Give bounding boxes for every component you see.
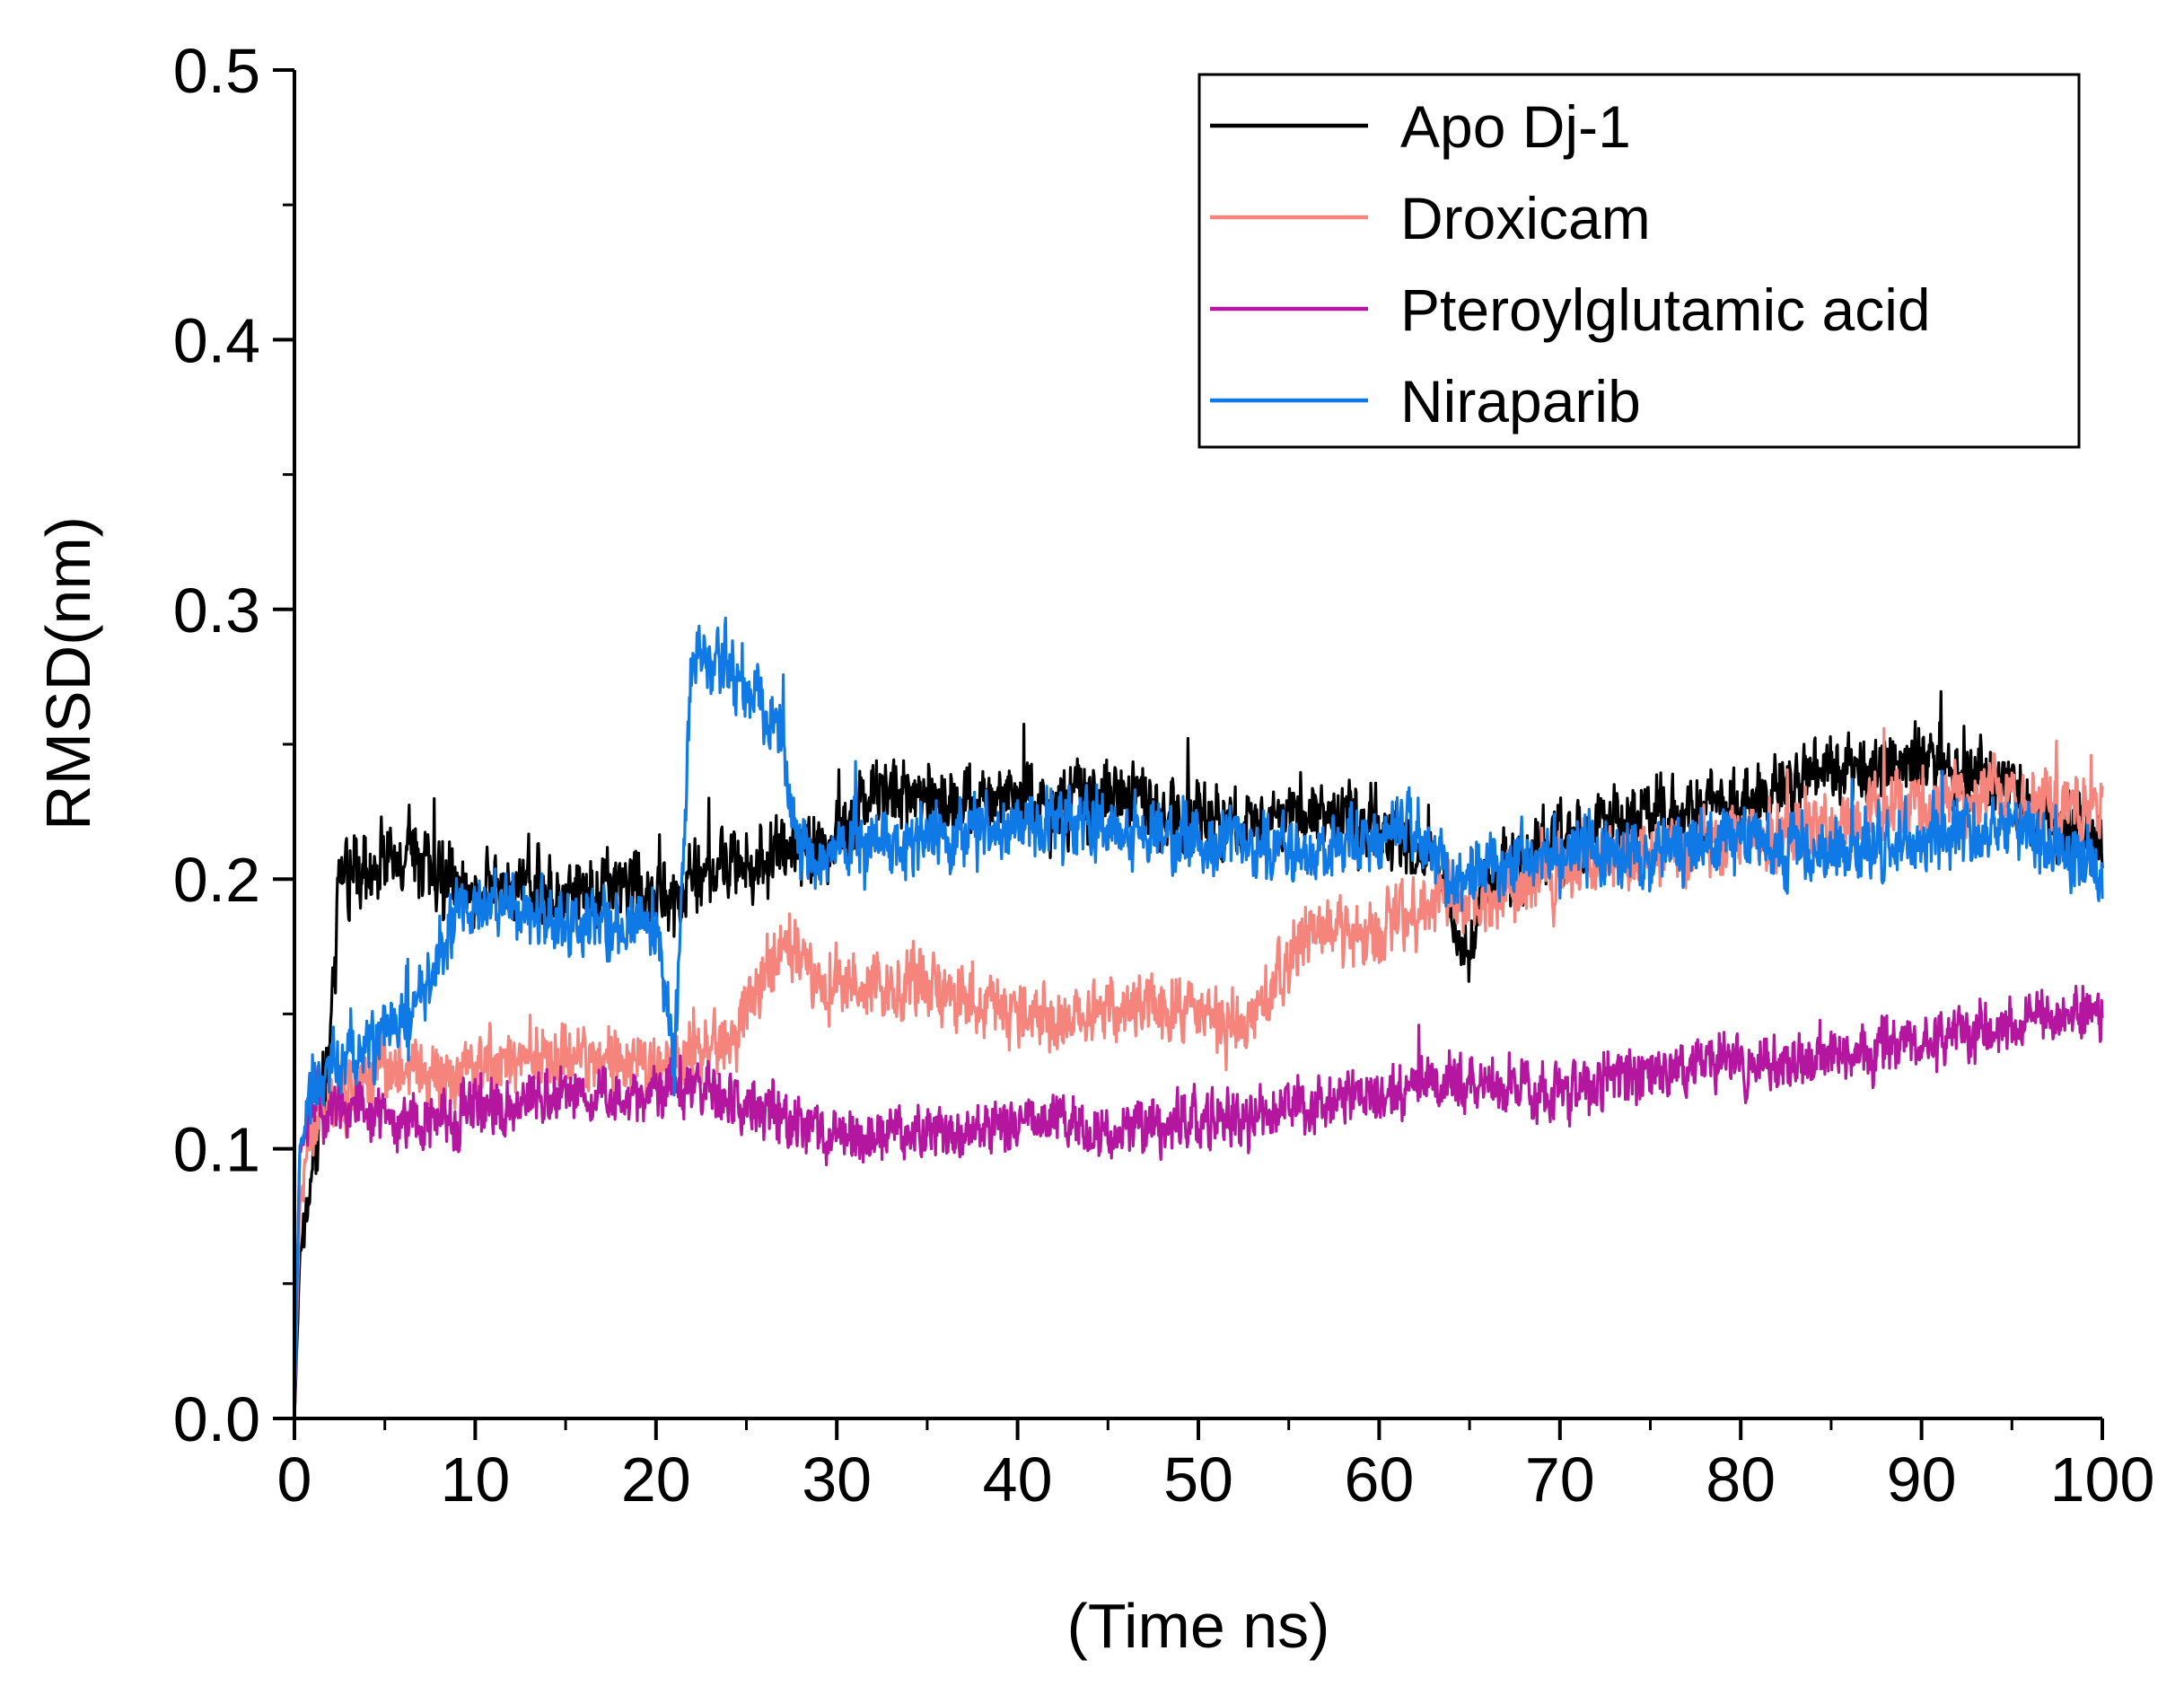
y-axis-label: RMSD(nm) [33, 516, 103, 830]
legend-label: Pteroylglutamic acid [1400, 277, 1931, 343]
y-tick-label: 0.1 [173, 1115, 260, 1185]
legend-label: Apo Dj-1 [1400, 93, 1631, 160]
x-tick-label: 30 [802, 1445, 872, 1515]
series-line-pteroylglutamic-acid [293, 985, 2104, 1418]
y-tick-label: 0.2 [173, 845, 260, 915]
y-tick-label: 0.4 [173, 305, 260, 375]
y-tick-label: 0.0 [173, 1384, 260, 1454]
legend: Apo Dj-1 Droxicam Pteroylglutamic acid Nira… [1197, 73, 2081, 449]
x-tick-label: 100 [2050, 1445, 2155, 1515]
x-axis-label: (Time ns) [1067, 1591, 1330, 1661]
x-tick-label: 0 [277, 1445, 312, 1515]
plot-lines [293, 616, 2104, 1419]
x-tick-label: 70 [1525, 1445, 1595, 1515]
y-tick-label: 0.5 [173, 36, 260, 106]
x-tick-label: 60 [1344, 1445, 1414, 1515]
x-tick-label: 90 [1887, 1445, 1957, 1515]
x-tick-label: 20 [621, 1445, 691, 1515]
legend-label: Droxicam [1400, 185, 1651, 251]
legend-box [1197, 73, 2081, 449]
x-tick-label: 80 [1706, 1445, 1776, 1515]
series-line-niraparib [293, 616, 2104, 1416]
legend-label: Niraparib [1400, 368, 1641, 435]
x-tick-label: 40 [983, 1445, 1053, 1515]
x-tick-label: 50 [1163, 1445, 1233, 1515]
axes: 0 10 20 30 40 50 60 70 80 90 100 0.0 0.1 0.2 0.3 0.4 0.5 [173, 36, 2155, 1515]
x-tick-label: 10 [440, 1445, 510, 1515]
y-tick-label: 0.3 [173, 575, 260, 645]
